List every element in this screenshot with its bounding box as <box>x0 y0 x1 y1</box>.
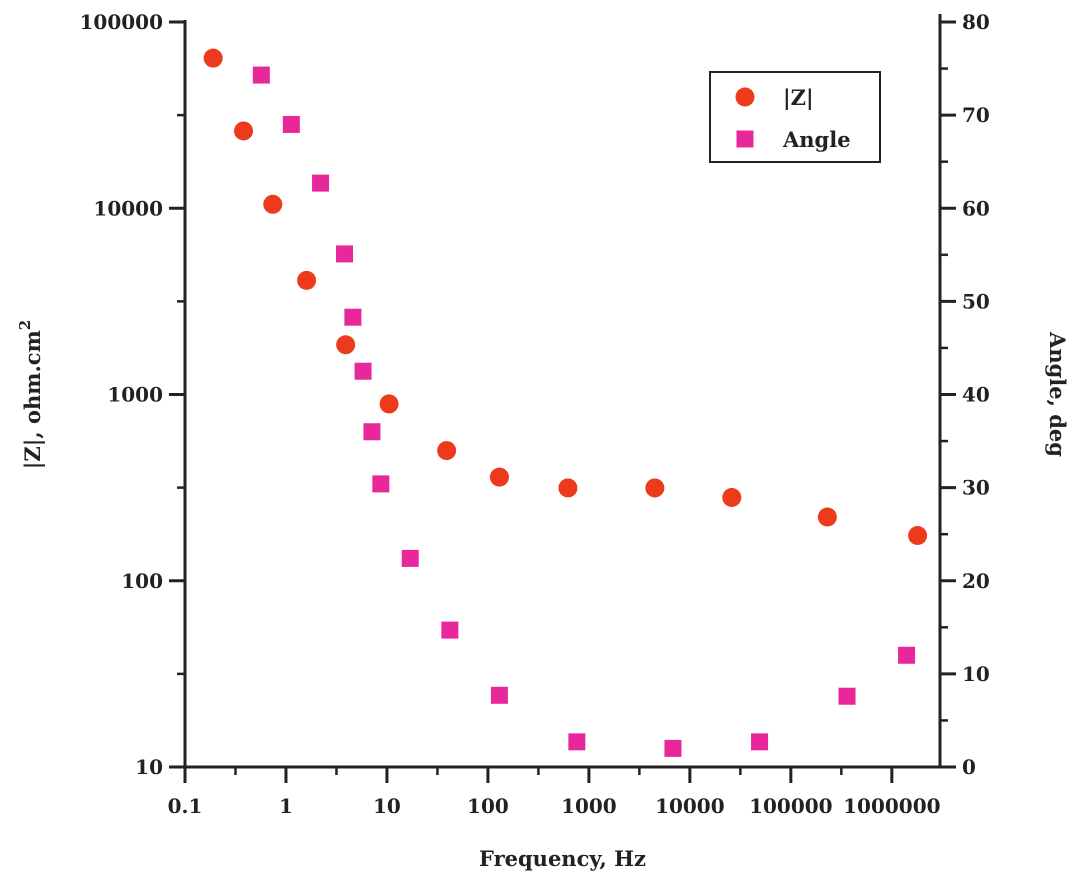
z-point <box>336 335 356 355</box>
z-point <box>234 121 254 141</box>
data-markers <box>203 48 928 757</box>
angle-point <box>490 686 508 704</box>
y2-tick-label: 70 <box>962 103 990 127</box>
y2-tick-label: 80 <box>962 10 990 34</box>
angle-point <box>664 739 682 757</box>
x-tick-label: 10 <box>373 794 401 818</box>
x-tick-label: 0.1 <box>168 794 203 818</box>
z-point <box>558 478 578 498</box>
angle-point <box>751 733 769 751</box>
z-point <box>645 478 665 498</box>
x-tick-label: 100000 <box>749 794 833 818</box>
angle-point <box>401 549 419 567</box>
legend-label: |Z| <box>783 85 814 110</box>
y-tick-label: 10 <box>135 755 163 779</box>
legend-angle-marker <box>736 130 754 148</box>
y-tick-label: 100000 <box>80 10 164 34</box>
y2-tick-label: 40 <box>962 383 990 407</box>
angle-point <box>372 475 390 493</box>
axes: 10100100010000100000010203040506070800.1… <box>80 10 990 818</box>
y2-tick-label: 50 <box>962 289 990 313</box>
z-point <box>489 467 509 487</box>
angle-point <box>898 646 916 664</box>
z-point <box>817 507 837 527</box>
angle-point <box>441 621 459 639</box>
angle-point <box>252 66 270 84</box>
y-axis-title-text: |Z|, ohm.cm <box>20 330 45 469</box>
y-axis-title: |Z|, ohm.cm2 <box>16 320 45 469</box>
z-point <box>297 270 317 290</box>
z-point <box>203 48 223 68</box>
angle-point <box>312 174 330 192</box>
angle-point <box>282 115 300 133</box>
angle-point <box>336 245 354 263</box>
y-tick-label: 1000 <box>107 383 163 407</box>
z-point <box>722 487 742 507</box>
x-tick-label: 1 <box>279 794 293 818</box>
y-tick-label: 10000 <box>93 196 163 220</box>
angle-point <box>838 687 856 705</box>
y2-tick-label: 20 <box>962 569 990 593</box>
y-axis-title-group: |Z|, ohm.cm2 <box>16 320 45 469</box>
angle-point <box>354 362 372 380</box>
x-axis-title: Frequency, Hz <box>479 846 646 871</box>
legend: |Z| Angle <box>709 71 881 163</box>
z-point <box>908 525 928 545</box>
x-tick-label: 100 <box>467 794 509 818</box>
angle-point <box>363 423 381 441</box>
y-axis-title-superscript: 2 <box>16 320 34 330</box>
y2-axis-title-group: Angle, deg <box>1045 331 1070 457</box>
angle-point <box>568 733 586 751</box>
y2-axis-title: Angle, deg <box>1045 331 1070 457</box>
legend-z-marker <box>735 87 755 107</box>
z-point <box>437 441 457 461</box>
z-point <box>379 394 399 414</box>
x-tick-label: 1000000 <box>843 794 940 818</box>
y2-tick-label: 10 <box>962 662 990 686</box>
y-tick-label: 100 <box>121 569 163 593</box>
y2-tick-label: 60 <box>962 196 990 220</box>
x-tick-label: 10000 <box>655 794 725 818</box>
axis-titles: Frequency, Hz |Z|, ohm.cm2 Angle, deg <box>16 320 1070 871</box>
legend-label: Angle <box>782 127 851 152</box>
x-tick-label: 1000 <box>561 794 617 818</box>
y2-tick-label: 0 <box>962 755 976 779</box>
z-point <box>263 194 283 214</box>
angle-point <box>344 308 362 326</box>
y2-tick-label: 30 <box>962 476 990 500</box>
